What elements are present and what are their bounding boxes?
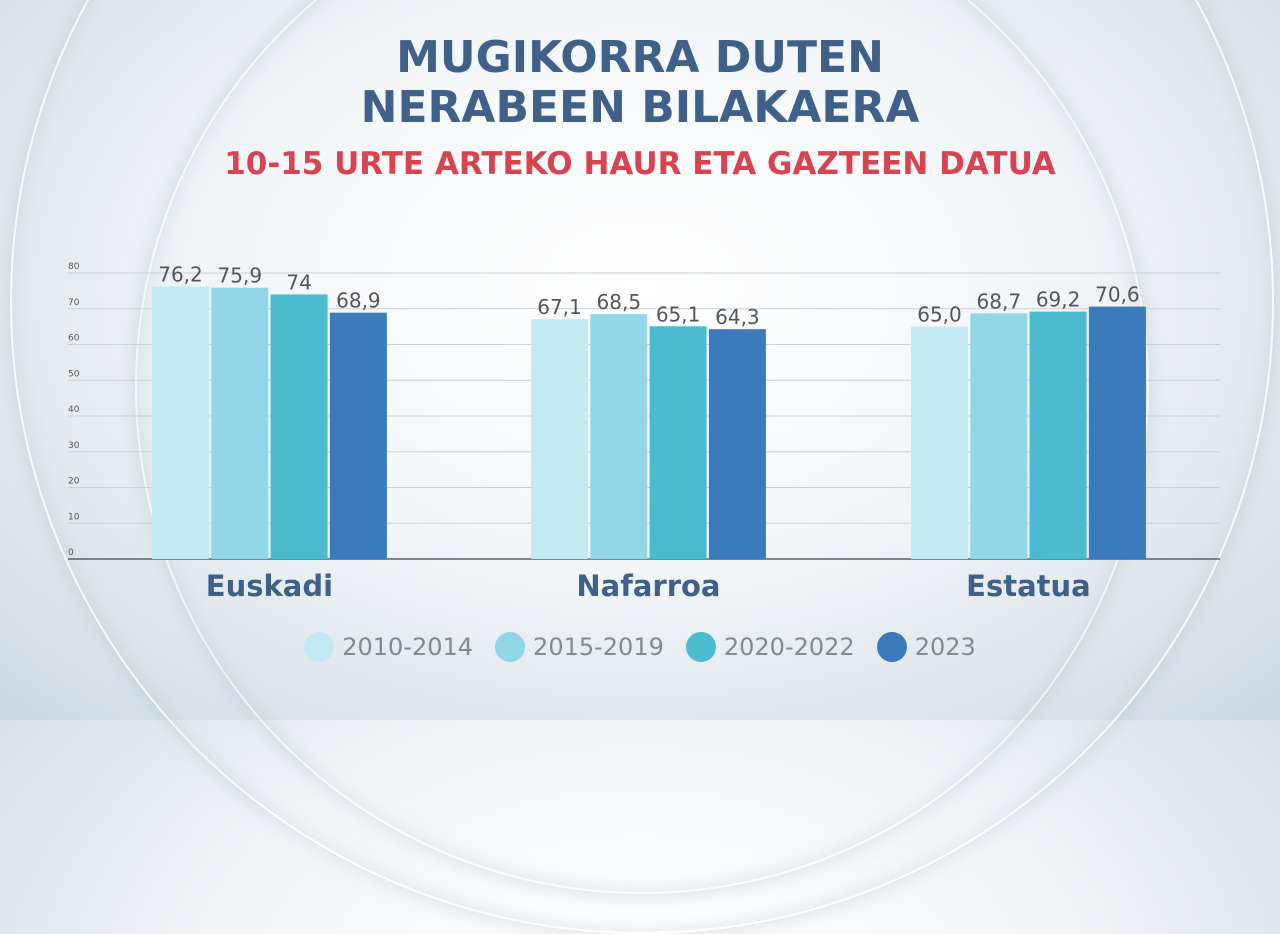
legend-swatch <box>685 632 716 662</box>
bar <box>649 326 707 559</box>
data-label: 68,7 <box>977 289 1022 313</box>
legend-swatch <box>304 632 335 662</box>
legend-item: 2023 <box>876 632 976 662</box>
bar <box>1088 306 1146 559</box>
chart-subtitle: 10-15 URTE ARTEKO HAUR ETA GAZTEEN DATUA <box>224 146 1056 182</box>
data-label: 64,3 <box>715 305 760 329</box>
legend-item: 2020-2022 <box>685 632 855 662</box>
bar <box>329 312 387 559</box>
legend-label: 2020-2022 <box>723 633 855 661</box>
bar <box>270 294 328 559</box>
chart-title-line-1: MUGIKORRA DUTEN <box>396 32 884 83</box>
data-label: 74 <box>286 270 311 294</box>
bar <box>911 326 968 559</box>
legend-label: 2015-2019 <box>533 633 664 661</box>
bar <box>590 314 648 559</box>
bar-chart: 0 10 20 30 40 50 60 70 80 76,2 75,9 74 68,9 Euskadi 67… <box>68 262 1220 603</box>
data-label: 65,1 <box>656 302 701 326</box>
y-tick-label: 50 <box>68 369 80 379</box>
bar <box>1029 311 1087 559</box>
category-label: Estatua <box>966 569 1091 603</box>
legend-label: 2010-2014 <box>342 633 474 661</box>
data-label: 75,9 <box>218 264 263 288</box>
data-label: 68,9 <box>336 289 381 313</box>
y-tick-label: 20 <box>68 477 80 487</box>
y-tick-label: 40 <box>68 405 80 415</box>
data-label: 76,2 <box>158 263 203 287</box>
y-tick-label: 70 <box>68 298 80 308</box>
chart-legend: 2010-2014 2015-2019 2020-2022 2023 <box>0 632 1280 662</box>
legend-swatch <box>876 632 907 662</box>
bar <box>708 329 766 559</box>
category-label: Euskadi <box>206 569 333 603</box>
y-tick-label: 0 <box>68 548 74 558</box>
bar <box>211 287 269 559</box>
chart-title-line-2: NERABEEN BILAKAERA <box>360 82 920 133</box>
legend-label: 2023 <box>914 633 976 661</box>
y-tick-label: 10 <box>68 512 80 522</box>
bar <box>531 319 588 559</box>
bar <box>970 313 1028 559</box>
y-tick-label: 30 <box>68 441 80 451</box>
data-label: 68,5 <box>597 290 642 314</box>
data-label: 70,6 <box>1095 283 1140 307</box>
y-tick-label: 60 <box>68 334 80 344</box>
y-tick-label: 80 <box>68 262 80 272</box>
data-label: 67,1 <box>537 295 582 319</box>
legend-swatch <box>495 632 526 662</box>
legend-item: 2015-2019 <box>495 632 664 662</box>
category-label: Nafarroa <box>576 569 720 603</box>
data-label: 65,0 <box>917 303 962 327</box>
bar <box>152 286 209 559</box>
data-label: 69,2 <box>1036 288 1081 312</box>
legend-item: 2010-2014 <box>304 632 473 662</box>
